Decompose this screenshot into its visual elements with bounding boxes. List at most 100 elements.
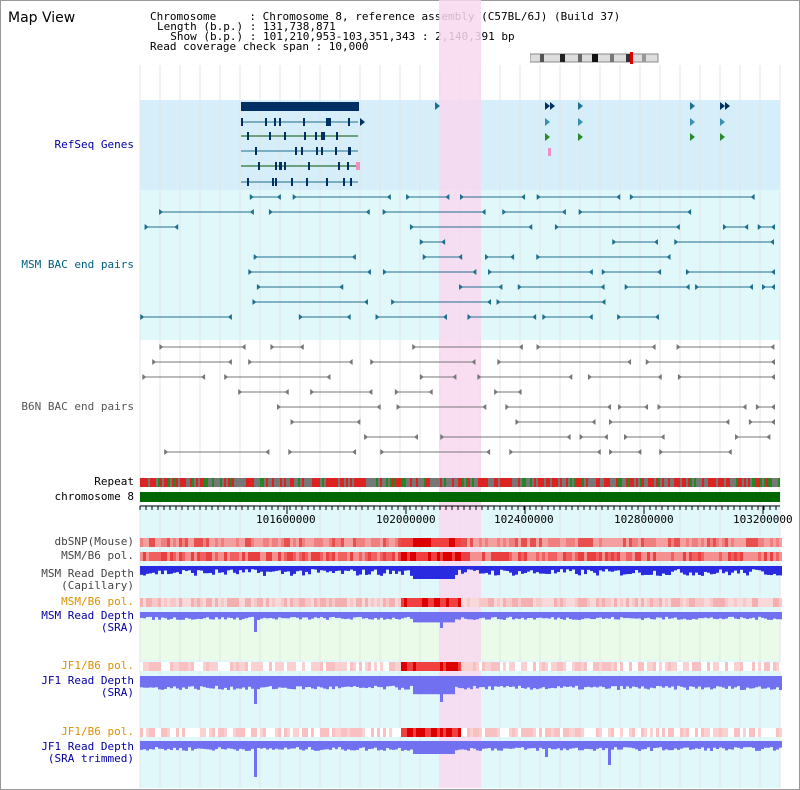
depth-bar [503,741,506,749]
heat-cell [332,538,335,547]
bac-end-mark [676,344,681,350]
heat-cell [545,728,548,737]
bac-end-mark [140,314,145,320]
heat-cell [347,598,350,607]
heat-cell [752,728,755,737]
depth-bar [179,676,182,690]
heat-cell [152,662,155,671]
heat-cell [614,728,617,737]
repeat-segment [486,478,488,487]
depth-bar [569,741,572,749]
bac-end-mark [596,449,601,455]
repeat-segment [462,478,464,487]
depth-bar [251,676,254,689]
heat-cell [686,598,689,607]
heat-cell [413,662,416,671]
chromosome-ideogram[interactable] [530,52,660,64]
heat-cell [275,538,278,547]
heat-cell [410,538,413,547]
heat-cell [434,598,437,607]
depth-bar [206,612,209,618]
heat-cell [158,552,161,561]
depth-bar [701,612,704,619]
depth-bar [656,612,659,618]
repeat-segment [714,478,716,487]
label-jf1-depth-sra-sub: (SRA) [100,686,134,699]
depth-bar [383,566,386,574]
heat-cell [449,552,452,561]
heat-cell [617,552,620,561]
heat-cell [389,598,392,607]
depth-bar [176,741,179,751]
depth-bar [155,566,158,575]
heat-cell [242,728,245,737]
label-chromosome: chromosome 8 [54,490,134,503]
depth-spike [254,612,257,632]
repeat-segment [624,478,626,487]
heat-cell [317,552,320,561]
depth-bar [710,612,713,618]
heat-cell [191,552,194,561]
repeat-segment [244,478,246,487]
heat-cell [545,662,548,671]
heat-cell [479,728,482,737]
depth-bar [317,566,320,573]
heat-cell [620,728,623,737]
repeat-segment [756,478,758,487]
depth-bar [206,566,209,574]
bac-end-mark [666,254,671,260]
depth-bar [689,612,692,620]
heat-cell [344,728,347,737]
heat-cell [383,552,386,561]
heat-cell [188,598,191,607]
heat-cell [266,662,269,671]
heat-cell [635,598,638,607]
depth-bar [188,741,191,748]
depth-bar [359,741,362,749]
exon-mark [308,162,310,170]
heat-cell [764,728,767,737]
bac-end-mark [618,404,623,410]
repeat-segment [360,478,362,487]
repeat-segment [636,478,638,487]
repeat-segment [630,478,632,487]
depth-bar [374,676,377,686]
depth-bar [632,741,635,749]
depth-bar [686,612,689,620]
bac-end-mark [241,344,246,350]
heat-cell [749,552,752,561]
depth-bar [194,566,197,576]
heat-cell [233,662,236,671]
depth-bar [683,676,686,688]
depth-bar [407,741,410,751]
depth-bar [533,676,536,689]
depth-bar [701,676,704,690]
heat-cell [737,538,740,547]
heat-cell [500,552,503,561]
heat-cell [269,662,272,671]
heat-cell [206,538,209,547]
heat-cell [509,552,512,561]
heat-cell [377,662,380,671]
heat-cell [467,552,470,561]
repeat-segment [718,478,720,487]
repeat-segment [510,478,512,487]
depth-bar [509,676,512,687]
heat-cell [566,662,569,671]
depth-bar [227,676,230,690]
heat-cell [281,538,284,547]
depth-bar [377,676,380,688]
depth-bar [356,612,359,618]
heat-cell [392,662,395,671]
depth-bar [515,612,518,619]
depth-bar [608,566,611,572]
heat-cell [158,662,161,671]
depth-bar [626,676,629,687]
heat-cell [287,598,290,607]
depth-bar [518,612,521,619]
heat-cell [254,662,257,671]
label-refseq-genes: RefSeq Genes [54,138,134,151]
heat-cell [311,728,314,737]
repeat-segment [570,478,572,487]
